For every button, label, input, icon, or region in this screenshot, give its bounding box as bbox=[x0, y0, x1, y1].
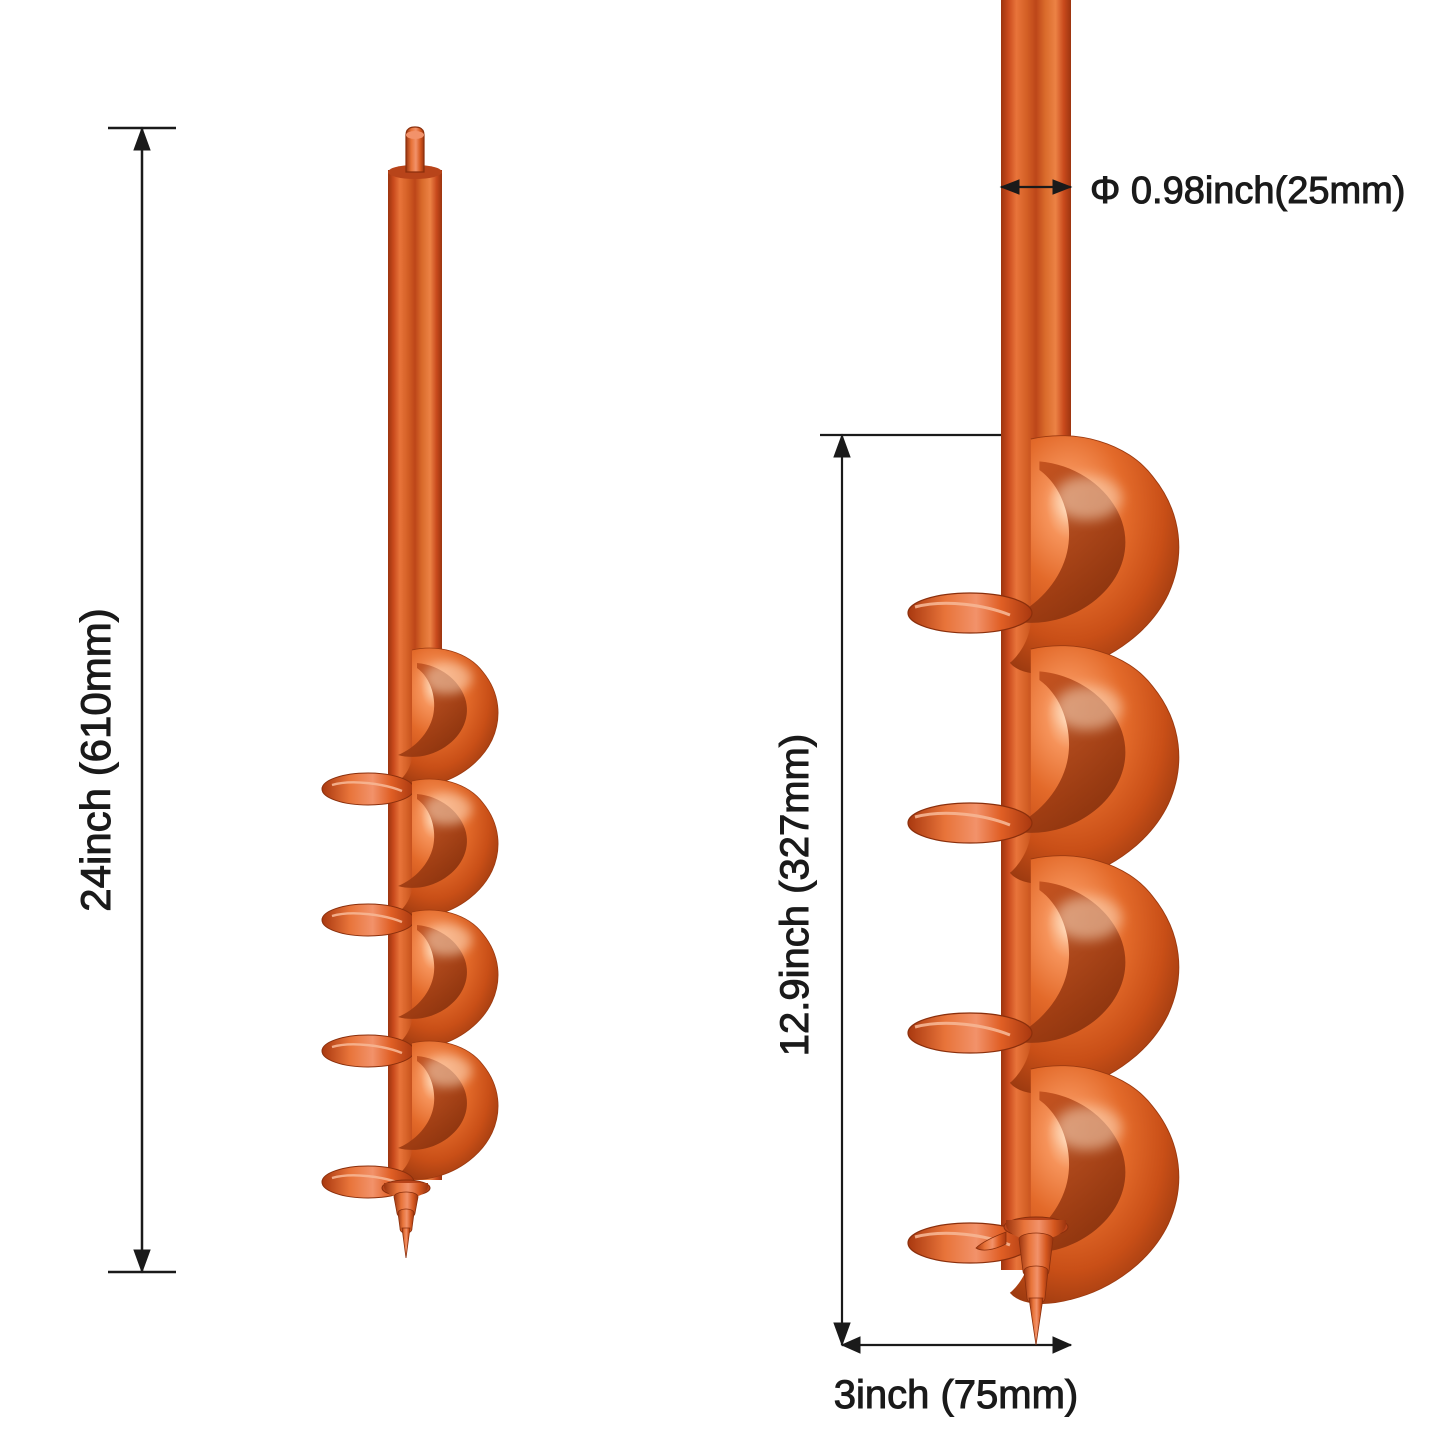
svg-text:24inch (610mm): 24inch (610mm) bbox=[72, 608, 119, 911]
svg-text:12.9inch (327mm): 12.9inch (327mm) bbox=[773, 734, 817, 1056]
svg-text:Φ 0.98inch(25mm): Φ 0.98inch(25mm) bbox=[1090, 170, 1405, 212]
svg-text:3inch (75mm): 3inch (75mm) bbox=[834, 1373, 1079, 1417]
